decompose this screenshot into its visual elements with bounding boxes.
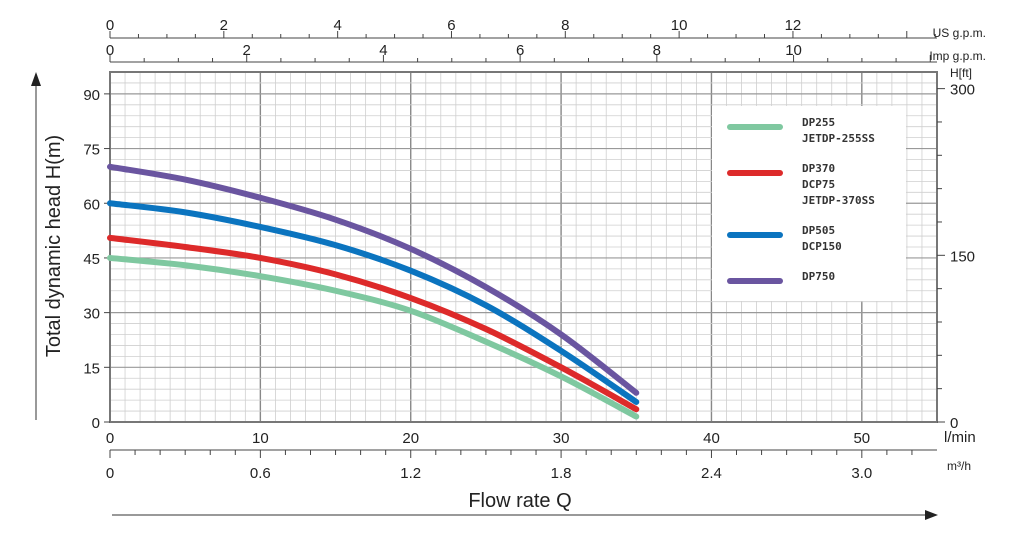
us-gpm-unit: US g.p.m. xyxy=(933,26,986,40)
series-line-dp750 xyxy=(107,163,640,396)
y-tick-label: 0 xyxy=(92,415,100,432)
y-tick-label: 90 xyxy=(83,87,100,104)
y-axis-ticks: 0 15 30 45 60 75 90 xyxy=(83,87,110,432)
legend-label: DP370 xyxy=(802,162,835,175)
legend-label: DP750 xyxy=(802,270,835,283)
m3h-tick-label: 1.8 xyxy=(551,465,572,482)
series-line-dp505 xyxy=(107,200,640,405)
us-gpm-tick-label: 6 xyxy=(447,17,455,34)
imp-gpm-tick-label: 6 xyxy=(516,42,524,59)
series-lines xyxy=(107,163,640,420)
imp-gpm-unit: Imp g.p.m. xyxy=(929,49,986,63)
us-gpm-ticks: 0 2 4 6 8 10 12 xyxy=(106,17,936,38)
m3h-axis-ticks: 0 0.6 1.2 1.8 2.4 3.0 xyxy=(106,450,913,482)
y-tick-label: 75 xyxy=(83,142,100,159)
x-tick-label: 20 xyxy=(402,430,419,447)
y-tick-label: 30 xyxy=(83,306,100,323)
us-gpm-tick-label: 4 xyxy=(333,17,341,34)
legend-label: JETDP-370SS xyxy=(802,194,875,207)
m3h-tick-label: 0.6 xyxy=(250,465,271,482)
imp-gpm-tick-label: 10 xyxy=(785,42,802,59)
legend-label: DCP75 xyxy=(802,178,835,191)
legend-label: DP505 xyxy=(802,224,835,237)
x-tick-label: 40 xyxy=(703,430,720,447)
legend-label: JETDP-255SS xyxy=(802,132,875,145)
imp-gpm-tick-label: 8 xyxy=(653,42,661,59)
y-tick-label: 45 xyxy=(83,251,100,268)
us-gpm-tick-label: 12 xyxy=(785,17,802,34)
x-axis-ticks: 0 10 20 30 40 50 xyxy=(106,430,870,447)
h-ft-axis-ticks: 0 150 300 xyxy=(937,82,975,432)
x-axis-arrow-head xyxy=(925,510,938,520)
x-tick-label: 10 xyxy=(252,430,269,447)
imp-gpm-tick-label: 2 xyxy=(243,42,251,59)
grid xyxy=(110,72,937,422)
x-axis-title: Flow rate Q xyxy=(468,490,571,512)
series-line-dp370 xyxy=(107,234,640,413)
legend-box xyxy=(712,106,906,301)
m3h-unit: m³/h xyxy=(947,459,971,473)
imp-gpm-tick-label: 0 xyxy=(106,42,114,59)
legend: DP255 JETDP-255SS DP370 DCP75 JETDP-370SS DP5… xyxy=(712,106,906,301)
top-axes: 0 2 4 6 8 10 12 0 2 4 6 8 10 US g.p.m. Imp g.p.m. xyxy=(106,17,986,63)
x-tick-label: 50 xyxy=(853,430,870,447)
legend-label: DCP150 xyxy=(802,240,842,253)
h-ft-tick-label: 0 xyxy=(950,415,958,432)
y-axis-arrow-head xyxy=(31,72,41,86)
series-line-dp255 xyxy=(107,254,640,420)
x-tick-label: 30 xyxy=(553,430,570,447)
plot-frame xyxy=(109,71,938,423)
y-tick-label: 15 xyxy=(83,360,100,377)
m3h-tick-label: 0 xyxy=(106,465,114,482)
us-gpm-tick-label: 2 xyxy=(220,17,228,34)
legend-label: DP255 xyxy=(802,116,835,129)
x-tick-label: 0 xyxy=(106,430,114,447)
x-unit-label: l/min xyxy=(944,429,976,446)
us-gpm-tick-label: 8 xyxy=(561,17,569,34)
m3h-tick-label: 2.4 xyxy=(701,465,722,482)
m3h-tick-label: 3.0 xyxy=(851,465,872,482)
imp-gpm-ticks: 0 2 4 6 8 10 xyxy=(106,42,931,62)
m3h-tick-label: 1.2 xyxy=(400,465,421,482)
h-ft-tick-label: 150 xyxy=(950,248,975,265)
h-ft-tick-label: 300 xyxy=(950,82,975,99)
h-ft-unit: H[ft] xyxy=(950,66,972,80)
imp-gpm-tick-label: 4 xyxy=(379,42,387,59)
us-gpm-tick-label: 10 xyxy=(671,17,688,34)
us-gpm-tick-label: 0 xyxy=(106,17,114,34)
y-tick-label: 60 xyxy=(83,196,100,213)
y-axis-title: Total dynamic head H(m) xyxy=(43,135,65,357)
